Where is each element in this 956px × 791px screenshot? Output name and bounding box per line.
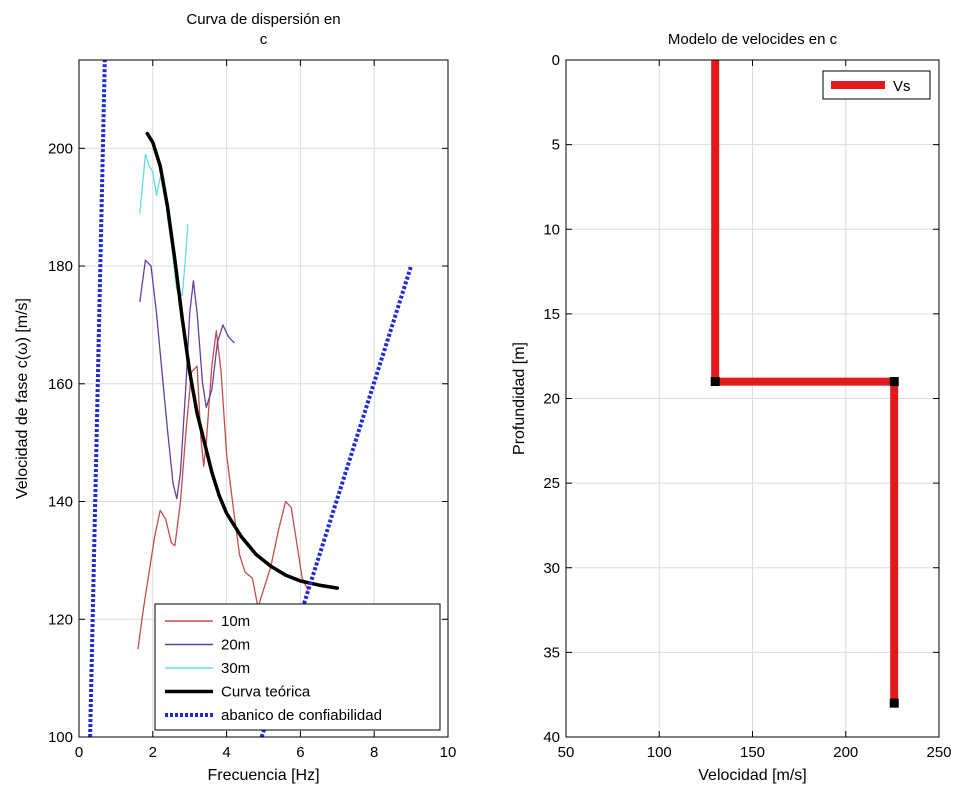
right-x-tick-label: 50 (558, 744, 575, 761)
left-x-tick-label: 10 (440, 744, 457, 761)
left-x-tick-label: 0 (75, 744, 83, 761)
left-legend-box (154, 603, 441, 731)
series-vs-marker (710, 377, 720, 387)
legend-vs-label: Vs (893, 78, 911, 95)
right-legend: Vs (822, 70, 931, 100)
right-y-tick-label: 15 (543, 306, 560, 323)
left-title-line1: Curva de dispersión en (186, 11, 340, 28)
left-legend: 10m 20m 30m Curva teórica abanico de confiab… (154, 603, 441, 731)
right-y-tick-label: 35 (543, 644, 560, 661)
legend-20m-label: 20m (221, 637, 250, 654)
left-y-tick-label: 200 (48, 140, 73, 157)
left-y-tick-label: 160 (48, 376, 73, 393)
left-x-tick-label: 2 (149, 744, 157, 761)
left-x-axis-label: Frecuencia [Hz] (207, 767, 319, 784)
series-10m-line (137, 330, 309, 650)
right-y-tick-label: 20 (543, 391, 560, 408)
left-y-tick-label: 180 (48, 258, 73, 275)
right-y-tick-label: 30 (543, 560, 560, 577)
legend-abanico-de-confiabilidad-label: abanico de confiabilidad (221, 707, 382, 724)
right-x-tick-label: 250 (926, 744, 951, 761)
legend-10m-label: 10m (221, 613, 250, 630)
legend-30m-label: 30m (221, 660, 250, 677)
right-y-tick-label: 40 (543, 729, 560, 746)
series-vs-marker (889, 377, 899, 387)
left-y-tick-label: 100 (48, 729, 73, 746)
right-x-axis-label: Velocidad [m/s] (698, 767, 807, 784)
velocity-model-plot: 50 100 150 200 250 0 5 10 15 20 25 30 35 40 Modelo de … (511, 31, 952, 784)
series-vs-marker (889, 698, 899, 708)
right-y-axis-label: Profundidad [m] (511, 342, 528, 455)
left-title-line2: c (260, 31, 268, 48)
right-y-tick-label: 10 (543, 221, 560, 238)
right-x-tick-label: 150 (740, 744, 765, 761)
right-x-tick-label: 200 (833, 744, 858, 761)
right-axes-box (565, 59, 940, 738)
series-vs-line (711, 60, 899, 704)
right-x-tick-label: 100 (647, 744, 672, 761)
left-y-tick-label: 120 (48, 611, 73, 628)
left-y-tick-label: 140 (48, 494, 73, 511)
left-y-axis-label: Velocidad de fase c(ω) [m/s] (14, 298, 31, 499)
series-curva-te-rica-line (145, 131, 340, 590)
left-axes-box (78, 59, 449, 738)
left-x-tick-label: 4 (222, 744, 230, 761)
left-x-tick-label: 6 (296, 744, 304, 761)
right-y-tick-label: 5 (552, 137, 560, 154)
right-y-tick-label: 0 (552, 52, 560, 69)
series-abanico-de-confiabilidad-line (88, 60, 107, 737)
right-y-tick-label: 25 (543, 475, 560, 492)
dispersion-curve-plot: 0 2 4 6 8 10 100 120 140 160 180 200 Curva de disper… (14, 11, 456, 784)
right-title: Modelo de velocides en c (668, 31, 838, 48)
legend-curva-te-rica-label: Curva teórica (221, 684, 311, 701)
left-x-tick-label: 8 (370, 744, 378, 761)
